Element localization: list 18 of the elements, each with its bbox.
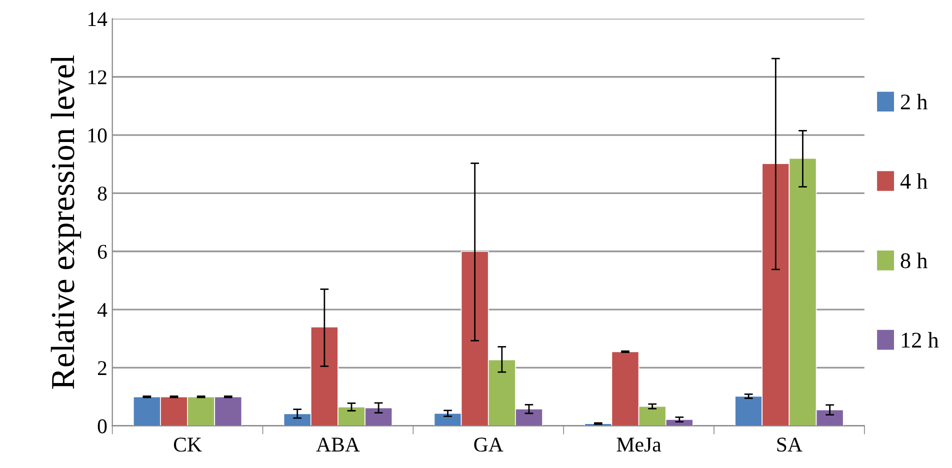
y-axis-title: Relative expression level [50, 55, 82, 389]
y-tick-label: 14 [88, 12, 108, 26]
x-tick-label: ABA [316, 438, 360, 452]
y-tick-label: 2 [98, 361, 106, 375]
y-tick-label: 0 [98, 419, 107, 434]
y-tick-label: 10 [88, 128, 107, 142]
x-tick-label: CK [174, 438, 202, 452]
y-tick-label: 4 [97, 303, 108, 317]
x-tick-label: MeJa [616, 438, 662, 452]
x-tick-label: GA [474, 438, 504, 452]
legend-label: 2 h [900, 94, 928, 110]
y-tick-label: 6 [98, 244, 107, 259]
legend-label: 4 h [900, 173, 928, 189]
y-tick-label: 12 [88, 70, 106, 84]
x-tick-label: SA [777, 438, 802, 452]
legend-label: 12 h [902, 332, 939, 348]
legend-label: 8 h [900, 252, 928, 268]
y-tick-label: 8 [98, 186, 107, 201]
